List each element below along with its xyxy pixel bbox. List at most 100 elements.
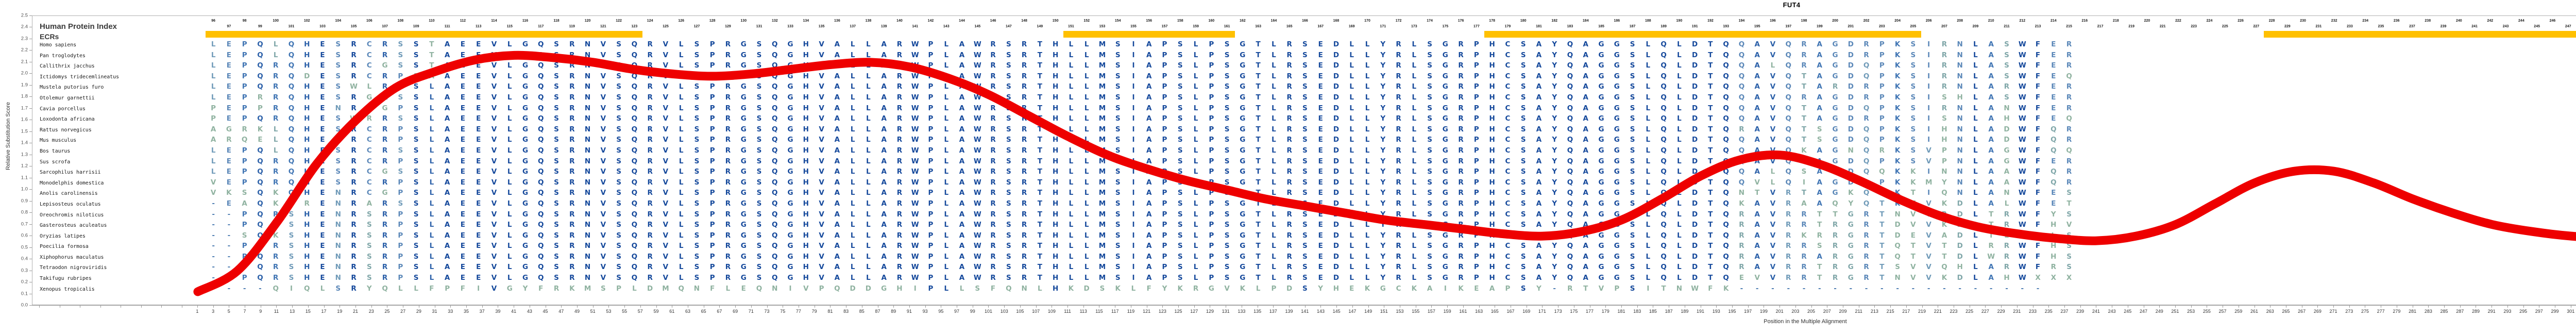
ruler-position-label: 121 bbox=[600, 25, 606, 28]
residue-cell: L bbox=[1069, 93, 1074, 102]
residue-cell: H bbox=[2050, 221, 2057, 229]
residue-cell: P bbox=[1473, 61, 1479, 70]
residue-cell: K bbox=[273, 189, 279, 197]
residue-cell: P bbox=[1271, 284, 1277, 293]
residue-cell: R bbox=[725, 157, 731, 165]
residue-cell: K bbox=[1115, 284, 1121, 293]
residue-cell: Q bbox=[1567, 82, 1573, 91]
residue-cell: G bbox=[787, 72, 793, 80]
ruler-position-label: 112 bbox=[460, 19, 466, 23]
residue-cell: Q bbox=[1723, 40, 1729, 48]
residue-cell: G bbox=[1598, 157, 1604, 165]
residue-cell: M bbox=[1098, 199, 1106, 208]
residue-cell: L bbox=[429, 221, 434, 229]
residue-cell: P bbox=[709, 114, 715, 123]
ruler-position-label: 226 bbox=[2238, 19, 2244, 23]
ruler-position-label: 146 bbox=[990, 19, 996, 23]
ruler-position-label: 137 bbox=[850, 25, 856, 28]
residue-cell: Q bbox=[631, 114, 638, 123]
residue-cell: S bbox=[335, 40, 341, 48]
residue-cell: T bbox=[1801, 136, 1807, 144]
residue-cell: A bbox=[444, 274, 450, 282]
residue-cell: D bbox=[1848, 104, 1854, 112]
x-axis-tick-label: 93 bbox=[922, 309, 928, 314]
residue-cell: P bbox=[257, 104, 263, 112]
residue-cell: R bbox=[382, 146, 388, 155]
residue-cell: R bbox=[1458, 221, 1464, 229]
residue-cell: P bbox=[1162, 189, 1167, 197]
residue-cell: L bbox=[1272, 82, 1276, 91]
residue-cell: P bbox=[1209, 61, 1214, 70]
residue-cell: V bbox=[1926, 221, 1931, 229]
residue-cell: G bbox=[1848, 242, 1854, 250]
residue-cell: V bbox=[1926, 210, 1931, 219]
residue-cell: S bbox=[335, 82, 341, 91]
residue-cell: N bbox=[1957, 157, 1963, 165]
residue-cell: G bbox=[1442, 61, 1448, 70]
residue-cell: D bbox=[1848, 167, 1854, 176]
residue-cell: P bbox=[709, 146, 715, 155]
residue-cell: E bbox=[1474, 284, 1479, 293]
residue-cell: L bbox=[850, 274, 855, 282]
residue-cell: A bbox=[1988, 82, 1994, 91]
x-axis-tick-label: 67 bbox=[717, 309, 722, 314]
residue-cell: S bbox=[2004, 93, 2009, 102]
residue-cell: E bbox=[258, 136, 263, 144]
ruler-position-label: 126 bbox=[678, 19, 685, 23]
residue-cell: L bbox=[1193, 242, 1198, 250]
residue-cell: P bbox=[928, 231, 934, 240]
residue-cell: W bbox=[911, 125, 919, 133]
residue-cell: I bbox=[1444, 284, 1447, 293]
residue-cell: S bbox=[1630, 274, 1635, 282]
ruler-position-label: 239 bbox=[2440, 25, 2447, 28]
residue-cell: L bbox=[1084, 178, 1089, 187]
x-axis-tick-label: 229 bbox=[1997, 309, 2005, 314]
species-label: Pan troglodytes bbox=[40, 53, 86, 59]
residue-cell: L bbox=[2004, 199, 2009, 208]
residue-cell: A bbox=[1536, 252, 1542, 261]
residue-cell: L bbox=[507, 72, 512, 80]
x-axis-tick-mark bbox=[292, 305, 293, 308]
residue-cell: S bbox=[366, 221, 372, 229]
residue-cell: T bbox=[1037, 274, 1042, 282]
residue-cell: L bbox=[1349, 274, 1354, 282]
residue-cell: T bbox=[1708, 125, 1713, 133]
ruler-position-label: 106 bbox=[366, 19, 372, 23]
residue-cell: Q bbox=[631, 146, 638, 155]
residue-cell: R bbox=[1863, 221, 1869, 229]
x-axis-tick-label: 71 bbox=[748, 309, 754, 314]
residue-cell: Q bbox=[1567, 51, 1573, 59]
residue-cell: S bbox=[554, 146, 559, 155]
residue-cell: A bbox=[1146, 157, 1152, 165]
residue-cell: L bbox=[1193, 104, 1198, 112]
residue-cell: E bbox=[226, 40, 232, 48]
residue-cell: G bbox=[522, 146, 529, 155]
residue-cell: S bbox=[1006, 252, 1011, 261]
residue-cell: G bbox=[1832, 40, 1838, 48]
residue-cell: G bbox=[522, 178, 529, 187]
residue-cell: L bbox=[1069, 61, 1074, 70]
residue-cell: I bbox=[1132, 263, 1135, 272]
residue-cell: G bbox=[1442, 263, 1448, 272]
residue-cell: R bbox=[2004, 221, 2010, 229]
residue-cell: P bbox=[242, 104, 247, 112]
residue-cell: C bbox=[1505, 136, 1511, 144]
residue-cell: S bbox=[1302, 125, 1308, 133]
residue-cell: S bbox=[756, 40, 762, 48]
residue-cell: S bbox=[1224, 72, 1230, 80]
residue-cell: T bbox=[1801, 189, 1807, 197]
residue-cell: L bbox=[1193, 157, 1198, 165]
x-axis-tick-mark bbox=[925, 305, 926, 308]
residue-cell: W bbox=[911, 242, 919, 250]
residue-cell: S bbox=[1427, 51, 1432, 59]
residue-cell: F bbox=[414, 72, 419, 80]
residue-cell: A bbox=[881, 199, 887, 208]
residue-cell: S bbox=[1177, 167, 1183, 176]
x-axis-tick-mark bbox=[2016, 305, 2018, 308]
residue-cell: V bbox=[1770, 263, 1776, 272]
residue-cell: - bbox=[1958, 284, 1962, 293]
residue-cell: S bbox=[1115, 178, 1121, 187]
